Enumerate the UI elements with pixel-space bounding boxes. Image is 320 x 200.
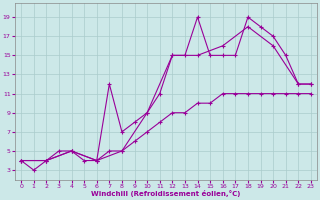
X-axis label: Windchill (Refroidissement éolien,°C): Windchill (Refroidissement éolien,°C) bbox=[91, 190, 241, 197]
